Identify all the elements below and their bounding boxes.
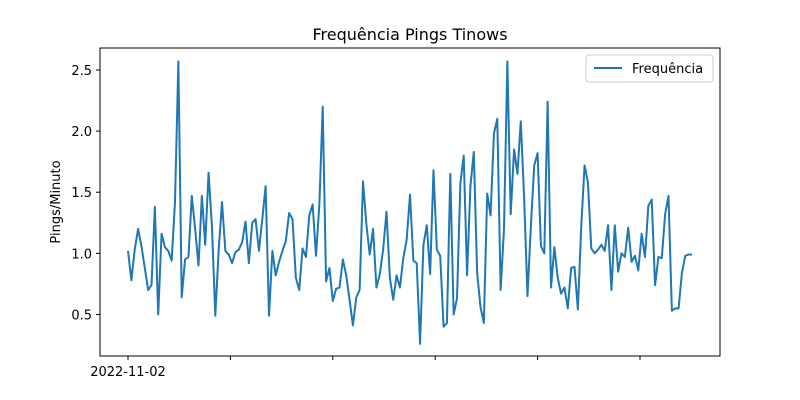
plot-area — [99, 47, 721, 357]
y-axis: 0.5 1.0 1.5 2.0 2.5 — [71, 64, 100, 323]
y-axis-label: Pings/Minuto — [49, 160, 64, 243]
y-tick-label: 1.0 — [71, 247, 92, 262]
y-tick-label: 0.5 — [71, 308, 92, 323]
legend-box — [585, 54, 714, 83]
y-tick-label: 2.5 — [71, 64, 92, 79]
x-tick-label: 2022-11-02 — [90, 365, 166, 380]
y-tick-label: 1.5 — [71, 186, 92, 201]
y-tick-label: 2.0 — [71, 125, 92, 140]
series-line-frequencia — [127, 60, 692, 345]
chart-title: Frequência Pings Tinows — [312, 25, 507, 44]
x-axis: 2022-11-02 — [90, 356, 641, 380]
legend-label: Frequência — [632, 62, 703, 77]
series-group — [127, 60, 692, 345]
legend: Frequência — [585, 54, 714, 83]
